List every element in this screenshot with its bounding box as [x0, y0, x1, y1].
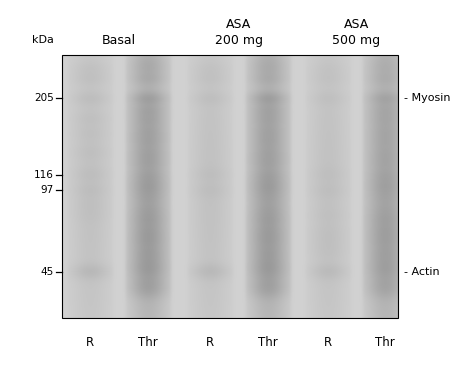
Text: R: R	[86, 336, 94, 349]
Text: 97: 97	[41, 186, 54, 195]
Text: 45: 45	[41, 267, 54, 277]
Text: Thr: Thr	[375, 336, 395, 349]
Text: Thr: Thr	[138, 336, 158, 349]
Text: Basal: Basal	[102, 34, 136, 47]
Text: kDa: kDa	[32, 35, 54, 45]
Text: R: R	[206, 336, 214, 349]
Text: ASA
200 mg: ASA 200 mg	[215, 18, 263, 47]
Text: - Actin: - Actin	[404, 267, 439, 277]
Text: 116: 116	[34, 170, 54, 180]
Text: ASA
500 mg: ASA 500 mg	[332, 18, 381, 47]
Text: - Myosin: - Myosin	[404, 93, 450, 104]
Text: 205: 205	[34, 93, 54, 104]
Bar	[62, 55, 398, 318]
Text: Thr: Thr	[258, 336, 278, 349]
Text: R: R	[324, 336, 332, 349]
